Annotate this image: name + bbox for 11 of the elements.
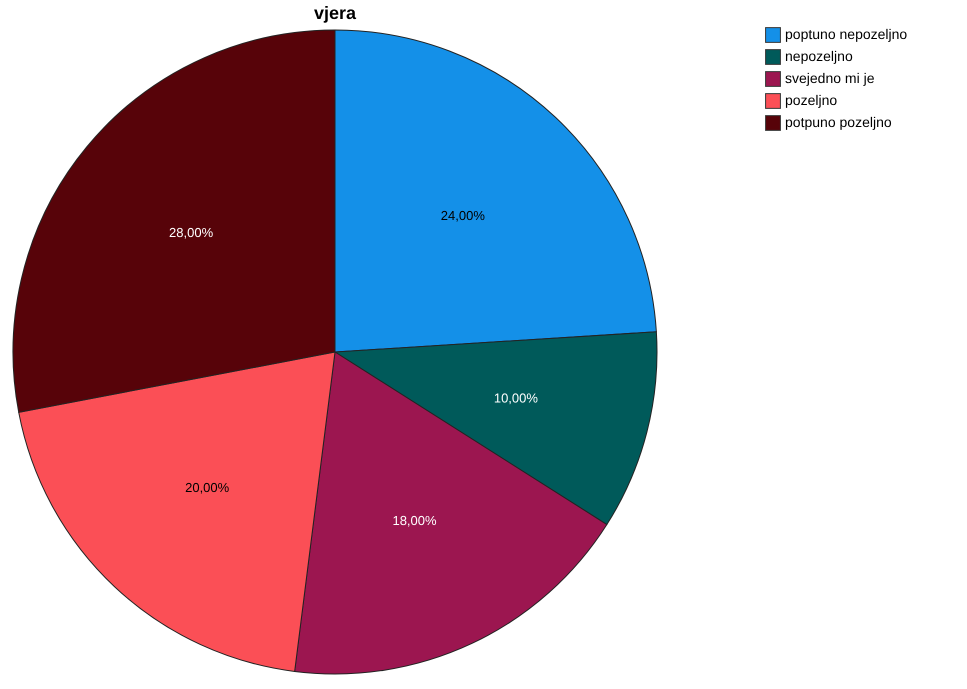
legend-label: nepozeljno — [785, 48, 853, 64]
chart-title: vjera — [314, 3, 358, 23]
legend-label: poptuno nepozeljno — [785, 26, 908, 42]
legend-label: svejedno mi je — [785, 70, 875, 86]
data-label: 24,00% — [440, 208, 486, 223]
legend-label: potpuno pozeljno — [785, 114, 892, 130]
legend-label: pozeljno — [785, 92, 838, 108]
data-label: 18,00% — [392, 512, 438, 528]
data-label: 20,00% — [185, 480, 230, 496]
data-label: 10,00% — [494, 390, 538, 406]
data-label: 28,00% — [169, 224, 214, 240]
